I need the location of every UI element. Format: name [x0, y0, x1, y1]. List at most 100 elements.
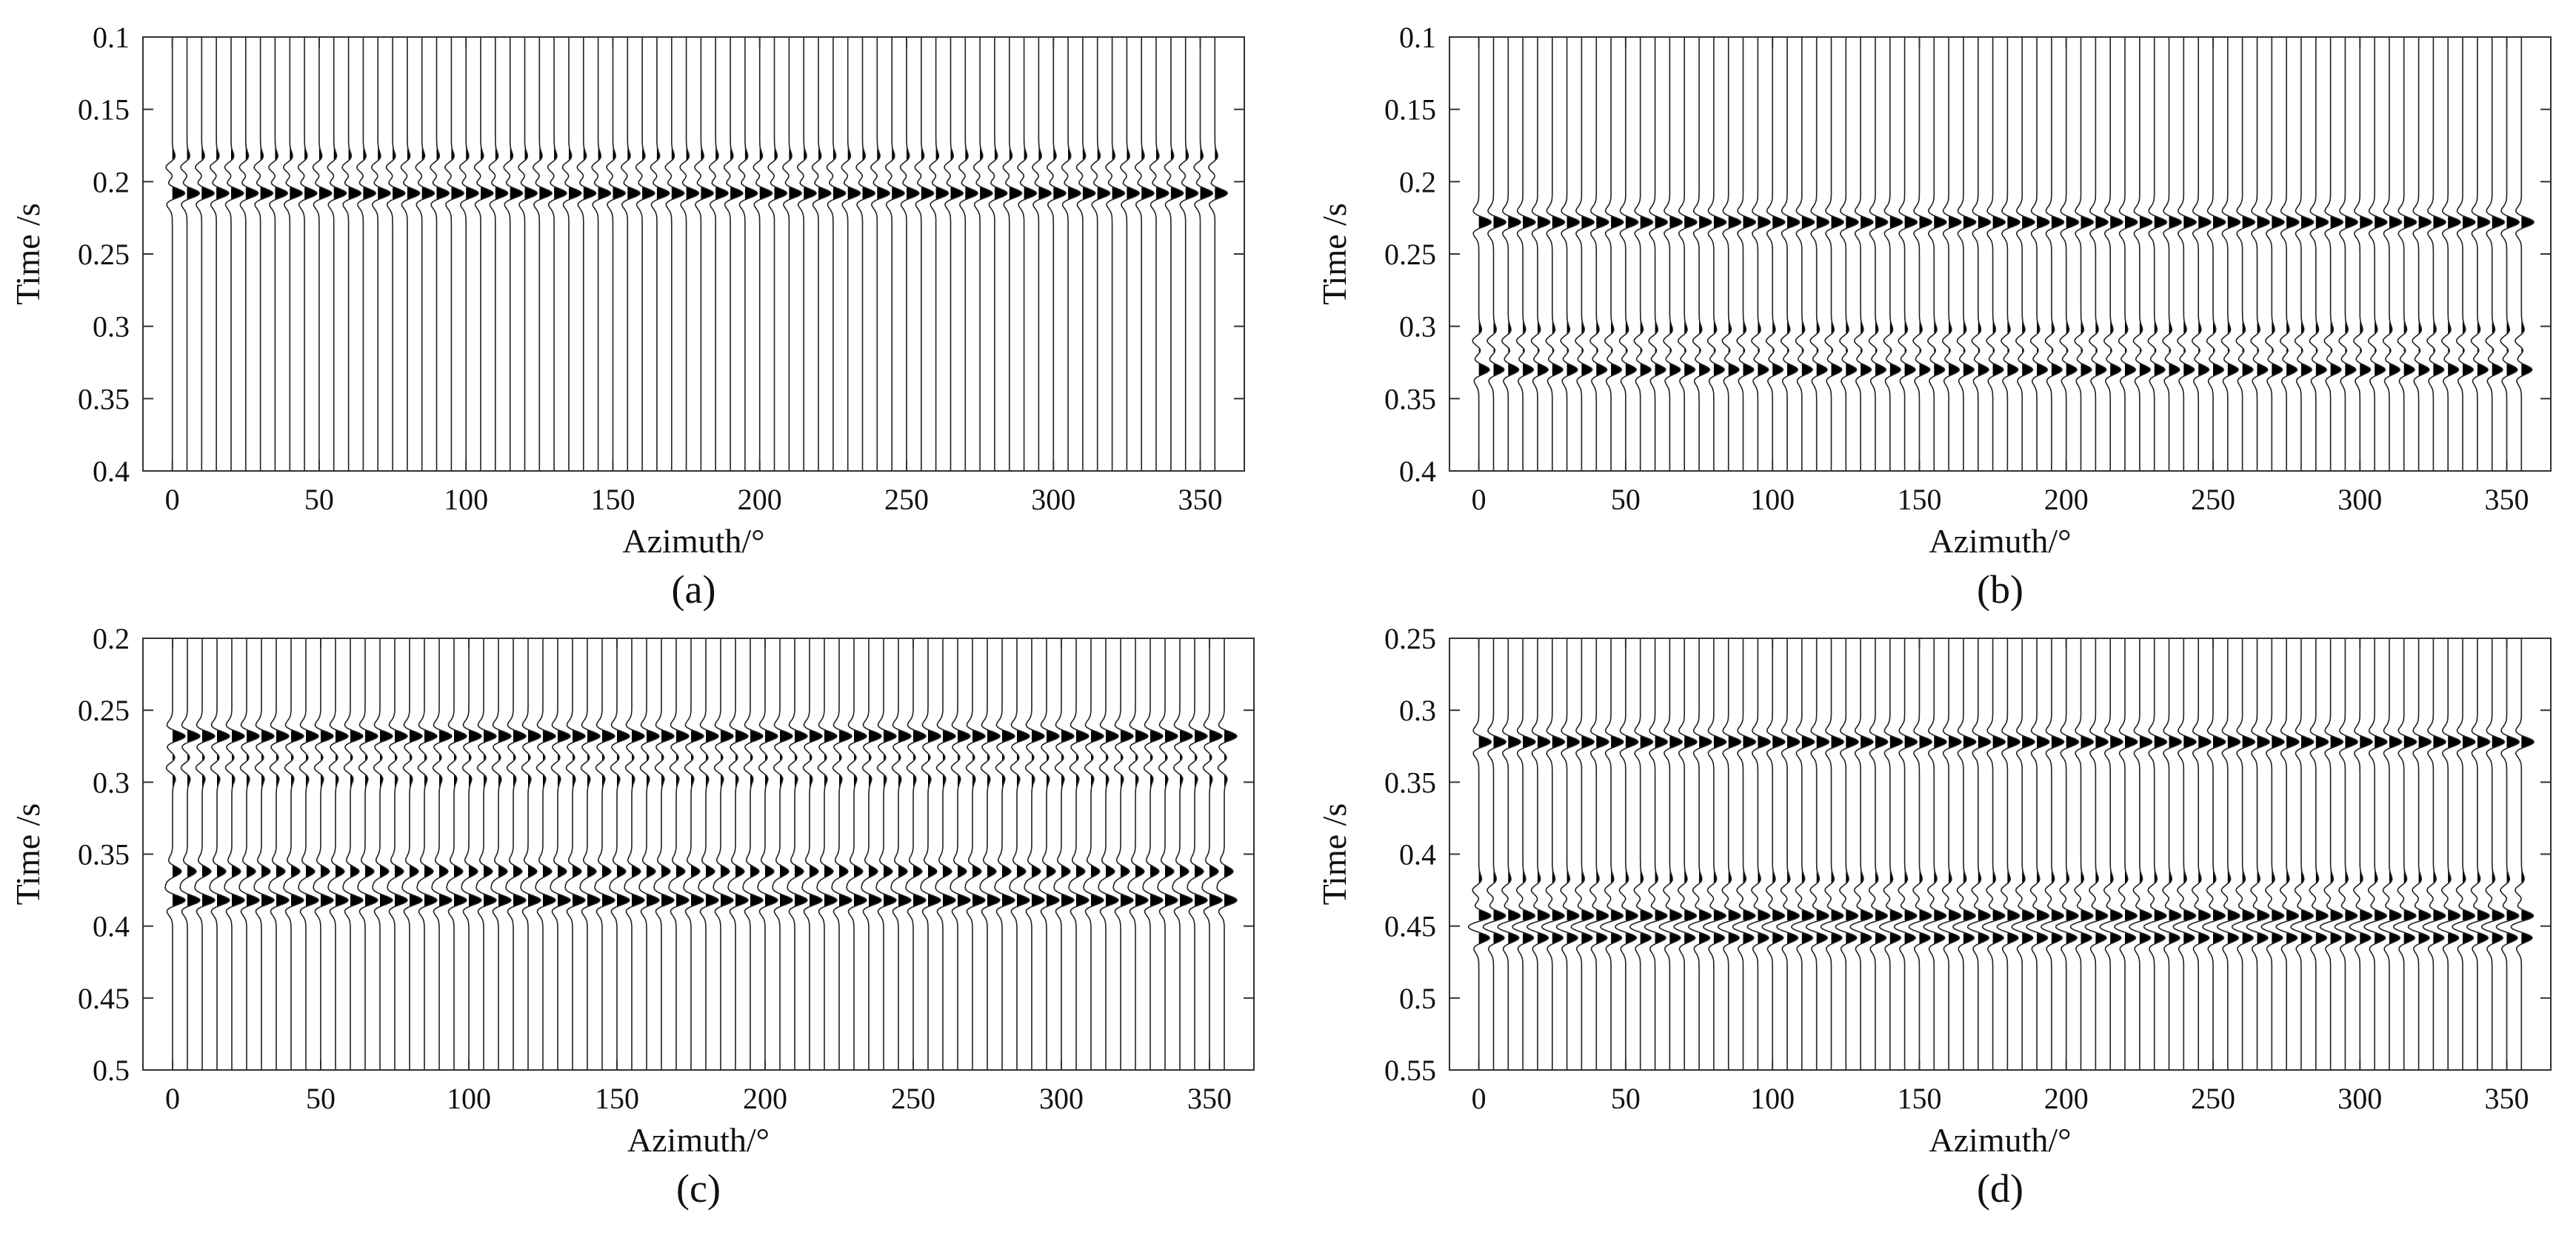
trace — [2129, 638, 2153, 1070]
x-tick-label: 0 — [165, 483, 180, 516]
trace — [1663, 37, 1684, 471]
trace — [920, 638, 941, 1070]
trace — [757, 638, 778, 1070]
trace — [1207, 37, 1229, 471]
trace — [180, 37, 201, 471]
x-tick-label: 350 — [1178, 483, 1223, 516]
trace-fill — [306, 730, 318, 906]
trace — [2338, 37, 2359, 471]
trace-fill — [958, 730, 970, 906]
trace-fill — [350, 730, 363, 906]
trace — [387, 638, 408, 1070]
trace — [2246, 638, 2271, 1070]
x-tick-label: 50 — [1611, 1082, 1641, 1115]
trace-fill — [795, 730, 807, 906]
trace — [1068, 638, 1090, 1070]
trace — [1589, 37, 1610, 471]
trace — [564, 638, 586, 1070]
trace — [2217, 638, 2241, 1070]
y-tick-label: 0.3 — [1399, 310, 1436, 344]
y-axis-label: Time /s — [1315, 803, 1353, 906]
trace — [238, 638, 260, 1070]
trace — [165, 37, 186, 471]
trace — [1629, 638, 1654, 1070]
trace — [253, 37, 274, 471]
trace — [446, 638, 467, 1070]
trace-fill — [333, 147, 347, 199]
trace — [2275, 638, 2300, 1070]
trace-fill — [706, 730, 718, 906]
trace — [2147, 37, 2168, 471]
trace-fill — [393, 147, 405, 199]
trace — [1706, 37, 1727, 471]
trace — [1805, 638, 1830, 1070]
trace-group — [164, 638, 1238, 1070]
trace-fill — [187, 730, 200, 906]
trace-fill — [1209, 730, 1222, 906]
trace — [1172, 638, 1193, 1070]
trace — [1090, 37, 1111, 471]
trace — [400, 37, 421, 471]
trace — [899, 37, 920, 471]
trace — [1898, 37, 1918, 471]
trace — [2440, 37, 2462, 471]
trace — [782, 37, 803, 471]
trace — [283, 638, 304, 1070]
x-tick-label: 0 — [1472, 483, 1486, 516]
trace — [1824, 37, 1845, 471]
y-tick-label: 0.25 — [78, 694, 130, 727]
trace — [2202, 638, 2226, 1070]
trace — [1926, 37, 1948, 471]
trace — [2481, 638, 2506, 1070]
trace — [2015, 37, 2036, 471]
y-tick-label: 0.4 — [93, 455, 130, 488]
trace — [742, 638, 764, 1070]
y-tick-label: 0.5 — [93, 1054, 130, 1087]
trace — [979, 638, 1001, 1070]
trace — [1809, 37, 1830, 471]
trace — [1658, 638, 1684, 1070]
trace — [683, 638, 704, 1070]
trace — [2069, 638, 2095, 1070]
trace — [1600, 638, 1624, 1070]
trace — [342, 638, 364, 1070]
trace — [964, 638, 986, 1070]
x-axis-label: Azimuth/° — [622, 522, 764, 560]
trace — [579, 638, 601, 1070]
trace — [935, 638, 956, 1070]
trace — [2001, 37, 2021, 471]
y-tick-label: 0.15 — [78, 93, 130, 127]
x-tick-label: 200 — [2044, 483, 2089, 516]
trace-fill — [261, 730, 274, 906]
trace — [2235, 37, 2256, 471]
trace — [2367, 37, 2388, 471]
x-axis-label: Azimuth/° — [1929, 1121, 2071, 1159]
y-axis-label: Time /s — [1315, 203, 1353, 305]
trace — [987, 37, 1008, 471]
trace — [1893, 638, 1918, 1070]
trace — [416, 638, 438, 1070]
trace — [2055, 638, 2080, 1070]
y-tick-label: 0.35 — [1384, 382, 1436, 415]
y-tick-label: 0.2 — [93, 165, 130, 198]
y-tick-label: 0.1 — [1399, 21, 1436, 54]
trace — [327, 37, 347, 471]
trace — [1879, 638, 1903, 1070]
trace — [1486, 37, 1507, 471]
trace — [1157, 638, 1178, 1070]
trace-fill — [173, 730, 185, 906]
trace-fill — [528, 730, 541, 906]
trace — [576, 37, 597, 471]
trace-fill — [765, 730, 778, 906]
trace-fill — [987, 730, 1000, 906]
trace — [1618, 37, 1639, 471]
trace — [1002, 37, 1023, 471]
trace-fill — [439, 730, 452, 906]
y-tick-label: 0.3 — [93, 766, 130, 799]
trace-fill — [1091, 730, 1104, 906]
trace — [253, 638, 275, 1070]
trace — [1751, 37, 1772, 471]
x-tick-label: 50 — [306, 1082, 336, 1115]
trace — [327, 638, 349, 1070]
trace — [2309, 37, 2329, 471]
